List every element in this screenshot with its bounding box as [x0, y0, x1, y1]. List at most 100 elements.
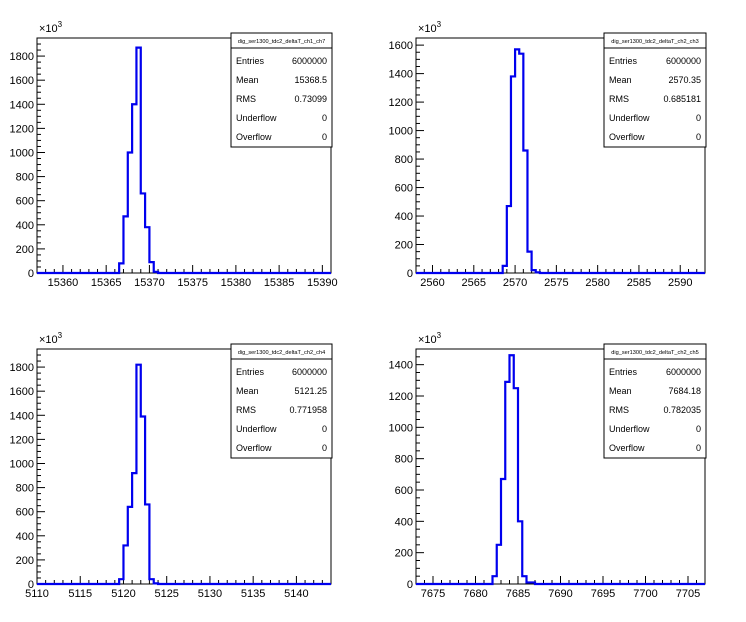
y-tick-label: 400 — [395, 211, 413, 223]
stats-key-entries: Entries — [609, 367, 638, 377]
histogram-series — [416, 354, 705, 586]
y-tick-label: 1400 — [389, 360, 413, 372]
histogram-bin — [132, 473, 136, 584]
stats-value-entries: 6000000 — [292, 367, 327, 377]
stats-value-entries: 6000000 — [292, 56, 327, 66]
stats-value-overflow: 0 — [322, 132, 327, 142]
stats-key-overflow: Overflow — [236, 443, 272, 453]
histogram-bin — [527, 252, 531, 273]
x-tick-label: 2565 — [462, 277, 486, 289]
y-tick-label: 800 — [395, 454, 413, 466]
histogram-bin — [119, 263, 123, 273]
y-tick-label: 1200 — [389, 97, 413, 109]
x-tick-label: 2570 — [503, 277, 527, 289]
stats-box — [230, 32, 333, 148]
histogram-bin — [128, 152, 132, 273]
stats-box — [603, 32, 707, 148]
y-tick-label: 1600 — [10, 386, 34, 398]
histogram-panel: 15360 15365 15370 15375 15380 15385 15390 0 200 4… — [10, 20, 338, 289]
x-tick-label: 15365 — [91, 277, 122, 289]
x-tick-label: 2585 — [627, 277, 651, 289]
y-tick-label: 1400 — [10, 410, 34, 422]
stats-key-underflow: Underflow — [609, 113, 650, 123]
x-tick-label: 5130 — [198, 588, 222, 600]
x-tick-label: 5110 — [25, 588, 49, 600]
histogram-bin — [128, 507, 132, 584]
histogram-bin — [515, 49, 519, 273]
y-tick-label: 400 — [395, 516, 413, 528]
histogram-bin — [510, 355, 514, 584]
stats-key-rms: RMS — [236, 405, 256, 415]
y-tick-label: 1200 — [10, 434, 34, 446]
histogram-bin — [119, 579, 123, 584]
x-tick-label: 5125 — [154, 588, 178, 600]
histogram-bin — [523, 151, 527, 273]
y-tick-label: 1200 — [10, 123, 34, 135]
histogram-bin — [145, 504, 149, 584]
histogram-bin — [507, 206, 511, 273]
stats-key-mean: Mean — [609, 75, 632, 85]
y-tick-label: 800 — [395, 154, 413, 166]
stats-value-underflow: 0 — [322, 424, 327, 434]
histogram-series — [37, 46, 331, 275]
histogram-bin — [503, 266, 507, 273]
y-tick-label: 600 — [395, 485, 413, 497]
y-tick-label: 200 — [16, 244, 34, 256]
histogram-bin — [136, 48, 140, 273]
histogram-bin — [154, 583, 158, 584]
stats-key-mean: Mean — [609, 386, 632, 396]
stats-key-rms: RMS — [609, 94, 629, 104]
histogram-bin — [149, 579, 153, 584]
y-tick-label: 200 — [16, 555, 34, 567]
y-multiplier-label: ×103 — [39, 20, 63, 35]
stats-key-overflow: Overflow — [609, 132, 645, 142]
x-tick-label: 15375 — [177, 277, 208, 289]
histogram-panel: 2560 2565 2570 2575 2580 2585 2590 0 200 400 600 80… — [389, 20, 707, 289]
stats-key-underflow: Underflow — [609, 424, 650, 434]
y-multiplier-label: ×103 — [39, 331, 63, 346]
y-tick-label: 800 — [16, 483, 34, 495]
stats-key-rms: RMS — [609, 405, 629, 415]
y-tick-label: 1800 — [10, 51, 34, 63]
stats-value-mean: 7684.18 — [668, 386, 701, 396]
stats-value-overflow: 0 — [322, 443, 327, 453]
x-tick-label: 15360 — [48, 277, 79, 289]
y-tick-label: 1600 — [10, 75, 34, 87]
y-tick-label: 400 — [16, 220, 34, 232]
y-tick-label: 0 — [407, 268, 413, 280]
x-tick-label: 7675 — [421, 588, 445, 600]
stats-value-rms: 0.73099 — [294, 94, 327, 104]
x-tick-label: 2560 — [420, 277, 444, 289]
histogram-bin — [514, 388, 518, 584]
histogram-bin — [154, 272, 158, 273]
y-tick-label: 200 — [395, 240, 413, 252]
y-tick-label: 1600 — [389, 40, 413, 52]
stats-value-rms: 0.685181 — [663, 94, 701, 104]
histogram-bin — [531, 582, 535, 584]
histogram-bin — [145, 227, 149, 273]
histogram-bin — [519, 54, 523, 273]
stats-value-mean: 15368.5 — [294, 75, 327, 85]
histogram-series — [416, 48, 705, 275]
x-tick-label: 7690 — [548, 588, 572, 600]
y-tick-label: 600 — [395, 183, 413, 195]
stats-key-mean: Mean — [236, 386, 259, 396]
x-tick-label: 15385 — [264, 277, 295, 289]
y-tick-label: 1000 — [389, 126, 413, 138]
y-tick-label: 200 — [395, 548, 413, 560]
stats-box — [230, 343, 333, 459]
histogram-bin — [141, 193, 145, 273]
stats-value-entries: 6000000 — [666, 367, 701, 377]
y-tick-label: 1000 — [389, 422, 413, 434]
x-tick-label: 5120 — [111, 588, 135, 600]
y-tick-label: 1200 — [389, 391, 413, 403]
stats-value-rms: 0.771958 — [289, 405, 327, 415]
x-tick-label: 2580 — [585, 277, 609, 289]
y-tick-label: 600 — [16, 507, 34, 519]
stats-key-overflow: Overflow — [236, 132, 272, 142]
x-tick-label: 7695 — [591, 588, 615, 600]
stats-key-entries: Entries — [236, 56, 265, 66]
x-tick-label: 5115 — [68, 588, 92, 600]
histogram-bin — [493, 576, 497, 584]
x-tick-label: 15370 — [134, 277, 165, 289]
